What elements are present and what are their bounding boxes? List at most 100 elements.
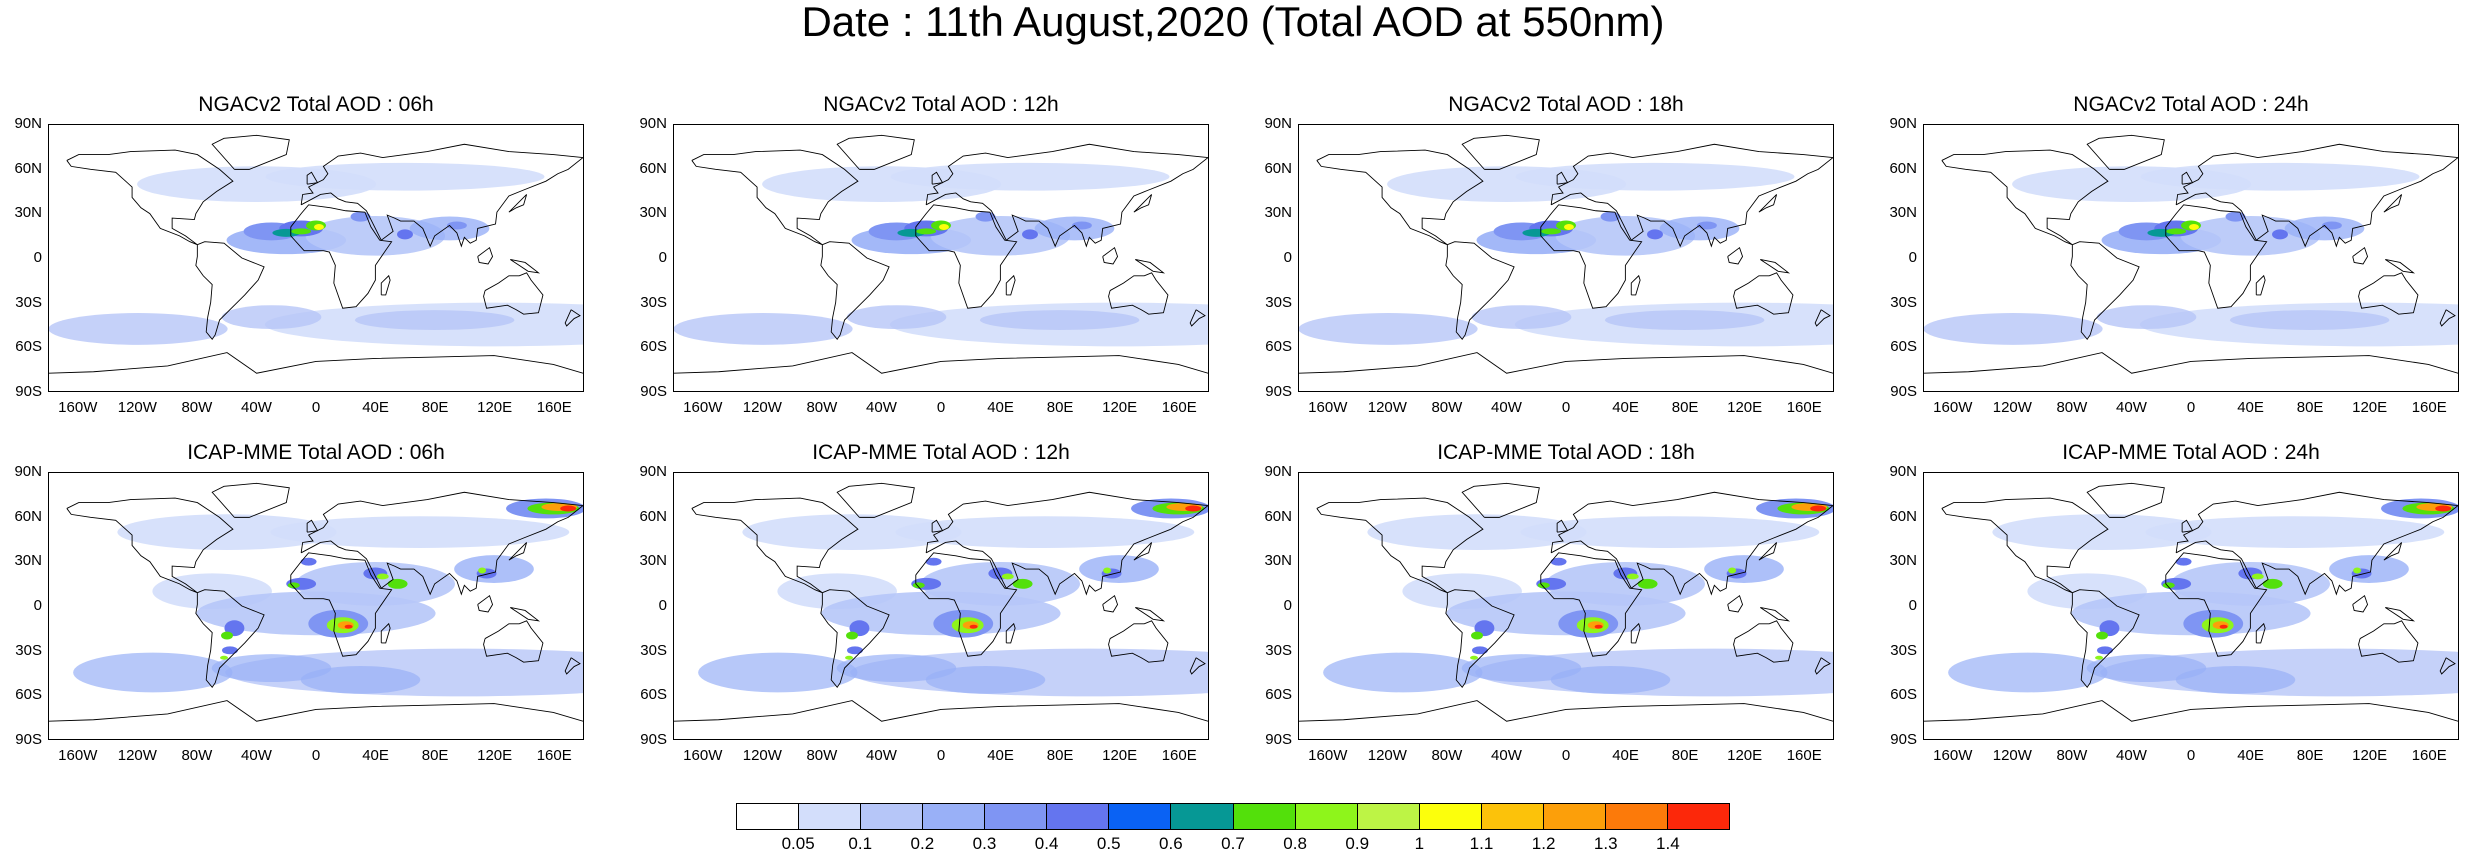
aod-plume xyxy=(1034,216,1115,241)
aod-map xyxy=(1299,134,1833,374)
longitude-label: 160W xyxy=(58,747,98,764)
longitude-label: 0 xyxy=(2186,747,2196,764)
latitude-label: 90S xyxy=(15,383,42,400)
colorbar-label: 0.1 xyxy=(848,834,873,853)
coastline-japan xyxy=(2383,542,2403,561)
longitude-label: 40W xyxy=(1491,747,1522,764)
aod-plume xyxy=(2096,305,2197,330)
latitude-label: 90N xyxy=(14,115,42,132)
aod-plume xyxy=(73,652,233,693)
aod-map xyxy=(674,134,1208,374)
coastline-south-america xyxy=(1445,589,1515,689)
colorbar-label: 0.4 xyxy=(1034,834,1059,853)
aod-plume xyxy=(1637,578,1658,589)
aod-plume xyxy=(1704,555,1784,583)
coastline-south-america xyxy=(2070,241,2140,341)
aod-plume xyxy=(344,624,353,629)
coastline-australia xyxy=(483,272,544,315)
longitude-label: 120E xyxy=(1102,747,1138,764)
aod-plume xyxy=(2229,310,2390,330)
coastline-new-zealand xyxy=(1814,657,1831,675)
latitude-label: 90N xyxy=(1264,463,1292,480)
longitude-label: 160W xyxy=(1933,747,1973,764)
longitude-label: 80W xyxy=(806,399,838,416)
map-panel: ICAP-MME Total AOD : 12h 90N 60N 30N 0 30S 60S… xyxy=(625,440,1209,764)
colorbar-cell xyxy=(985,804,1048,829)
aod-plume xyxy=(1461,654,1582,682)
latitude-label: 30N xyxy=(1264,552,1292,570)
coastline-antarctica xyxy=(674,700,1208,722)
aod-plume xyxy=(2262,578,2283,589)
panel-title: ICAP-MME Total AOD : 24h xyxy=(2062,441,2320,464)
longitude-label: 160E xyxy=(1161,399,1197,416)
aod-plume xyxy=(478,567,487,574)
latitude-label: 30S xyxy=(1265,293,1292,311)
latitude-label: 30N xyxy=(1264,204,1292,222)
longitude-label: 120W xyxy=(742,399,782,416)
latitude-label: 30S xyxy=(15,293,42,311)
aod-plume xyxy=(2170,561,2331,606)
latitude-label: 30N xyxy=(1889,552,1917,570)
coastline-south-america xyxy=(2070,589,2140,689)
aod-plume xyxy=(969,624,978,629)
longitude-label: 40E xyxy=(362,747,389,764)
colorbar-cell xyxy=(1667,804,1729,829)
coastline-south-america xyxy=(1445,241,1515,341)
coastline-north-america xyxy=(1316,497,1484,594)
longitude-label: 120W xyxy=(742,747,782,764)
colorbar-cell xyxy=(1109,804,1172,829)
latitude-label: 60N xyxy=(14,507,42,525)
colorbar-label: 1.2 xyxy=(1531,834,1556,853)
aod-plume xyxy=(354,310,515,330)
longitude-label: 40W xyxy=(241,747,272,764)
latitude-label: 0 xyxy=(1908,597,1917,614)
coastline-south-america xyxy=(820,241,890,341)
aod-plume xyxy=(846,631,858,640)
coastline-new-guinea xyxy=(2385,259,2416,274)
colorbar-cell xyxy=(1295,804,1358,829)
coastline-eurasia xyxy=(300,143,583,248)
aod-plume xyxy=(1103,567,1112,574)
coastline-greenland xyxy=(211,134,290,170)
aod-plume xyxy=(454,555,534,583)
coastline-africa xyxy=(915,552,1018,657)
map-panel: NGACv2 Total AOD : 24h 90N 60N 30N 0 30S 60S 90… xyxy=(1875,92,2459,416)
latitude-label: 90N xyxy=(639,463,667,480)
aod-plume xyxy=(376,573,389,580)
coastline-japan xyxy=(1758,194,1778,213)
aod-plume xyxy=(2145,516,2445,548)
coastline-madagascar xyxy=(380,622,391,644)
aod-plume xyxy=(221,631,233,640)
map-frame xyxy=(48,472,584,740)
aod-plume xyxy=(2188,223,2199,230)
coastline-borneo xyxy=(1102,594,1119,613)
aod-map xyxy=(49,134,583,374)
coastline-south-america xyxy=(820,589,890,689)
coastline-greenland xyxy=(836,134,915,170)
longitude-label: 120W xyxy=(1992,399,2032,416)
coastline-north-america xyxy=(1316,149,1484,246)
aod-plume xyxy=(1323,652,1483,693)
aod-plume xyxy=(836,654,957,682)
coastline-australia xyxy=(2358,272,2419,315)
coastline-new-zealand xyxy=(2439,657,2456,675)
longitude-label: 80E xyxy=(2296,747,2324,764)
latitude-label: 30N xyxy=(639,552,667,570)
aod-plume xyxy=(1626,573,1639,580)
latitude-label: 60N xyxy=(14,159,42,177)
aod-plume xyxy=(845,655,854,660)
coastline-north-america xyxy=(66,149,234,246)
colorbar-label: 0.6 xyxy=(1159,834,1183,853)
coastline-new-guinea xyxy=(2385,607,2416,622)
aod-plume xyxy=(1594,624,1603,629)
aod-map xyxy=(1299,482,1833,722)
aod-plume xyxy=(1520,516,1820,548)
map-frame xyxy=(673,472,1209,740)
aod-plume xyxy=(1515,162,1795,191)
aod-plume xyxy=(265,162,545,191)
coastline-australia xyxy=(1108,620,1169,663)
longitude-label: 80W xyxy=(1431,399,1463,416)
coastline-british-isles xyxy=(2181,519,2194,533)
panel-title: NGACv2 Total AOD : 06h xyxy=(198,93,434,116)
latitude-label: 60S xyxy=(15,686,42,704)
